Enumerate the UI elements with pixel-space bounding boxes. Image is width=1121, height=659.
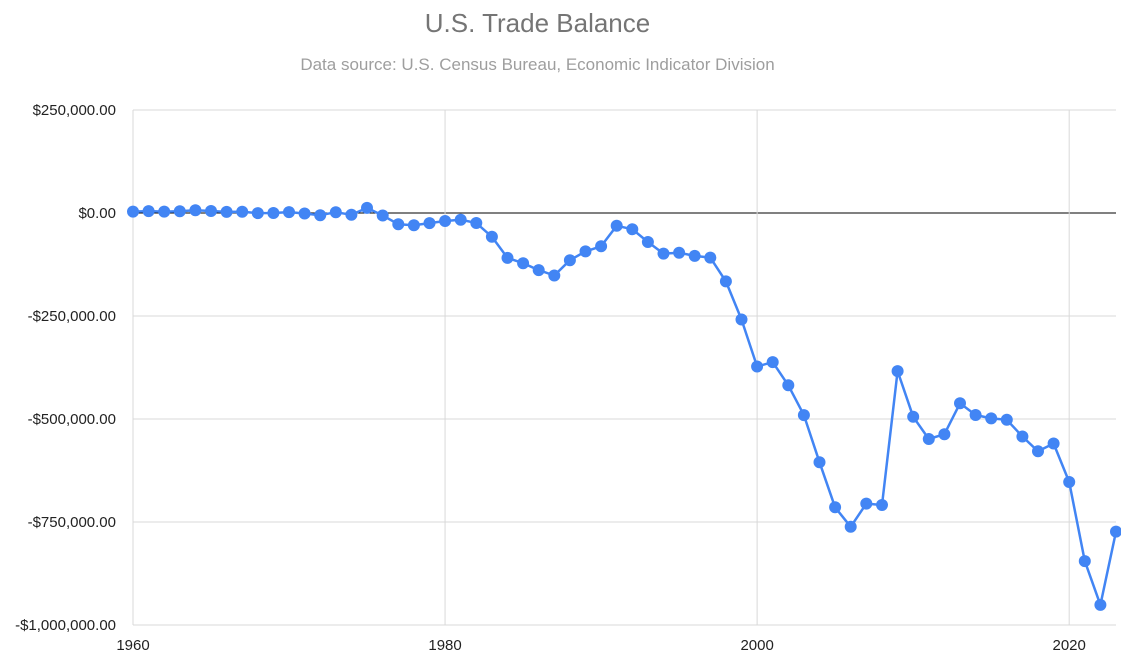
data-point-2021 [1078, 555, 1091, 568]
data-point-1989 [579, 245, 592, 258]
data-point-2010 [907, 410, 920, 423]
data-point-2003 [797, 409, 810, 422]
data-point-1996 [688, 249, 701, 262]
data-point-1971 [298, 207, 311, 220]
data-point-2015 [985, 412, 998, 425]
data-point-1982 [470, 217, 483, 229]
data-point-2012 [938, 428, 951, 441]
data-point-2022 [1094, 598, 1107, 611]
data-point-2009 [891, 365, 904, 378]
data-point-1986 [532, 264, 545, 277]
data-point-1998 [719, 275, 732, 288]
data-point-1985 [517, 257, 530, 270]
data-point-1977 [392, 218, 405, 231]
y-tick-label: -$750,000.00 [28, 514, 116, 531]
y-tick-label: -$500,000.00 [28, 411, 116, 428]
x-tick-label: 2000 [740, 637, 773, 654]
x-tick-label: 1960 [116, 637, 149, 654]
data-point-1979 [423, 217, 436, 230]
data-point-1963 [173, 205, 186, 218]
data-point-1983 [485, 230, 498, 243]
data-point-1970 [283, 206, 295, 219]
data-point-1993 [641, 236, 654, 248]
data-point-2018 [1032, 445, 1044, 458]
data-point-2005 [829, 501, 842, 514]
data-point-2007 [860, 497, 873, 510]
axis-tick-labels: $250,000.00 $0.00 -$250,000.00 -$500,000.00… [15, 102, 1086, 654]
data-point-1975 [361, 201, 373, 214]
data-point-2020 [1063, 476, 1076, 488]
data-point-1991 [610, 219, 623, 232]
data-point-2000 [751, 360, 764, 373]
data-point-1962 [158, 205, 171, 218]
gridlines [132, 109, 1116, 626]
data-point-1965 [205, 205, 217, 217]
x-tick-label: 1980 [428, 637, 461, 654]
data-point-1968 [251, 207, 264, 220]
data-point-2001 [766, 356, 779, 369]
data-point-2004 [813, 456, 826, 469]
data-point-1995 [673, 246, 686, 259]
series-line [132, 206, 1118, 607]
y-tick-label: $250,000.00 [33, 102, 116, 119]
data-point-2014 [969, 409, 982, 421]
data-point-1997 [704, 251, 717, 264]
y-tick-label: $0.00 [78, 205, 116, 222]
data-point-1981 [454, 213, 467, 226]
data-point-1972 [314, 209, 327, 222]
y-tick-label: -$1,000,000.00 [15, 617, 116, 634]
data-point-1987 [548, 269, 561, 282]
data-point-1990 [595, 240, 608, 253]
data-point-2023 [1110, 525, 1121, 538]
y-tick-label: -$250,000.00 [28, 308, 116, 325]
series-trade-balance [127, 201, 1121, 611]
data-point-1973 [329, 206, 342, 219]
data-point-2013 [954, 397, 966, 410]
data-point-1992 [626, 223, 639, 236]
data-point-2016 [1000, 413, 1013, 426]
data-point-2006 [844, 520, 857, 533]
data-point-1960 [127, 205, 139, 218]
data-point-2002 [782, 379, 795, 392]
chart-title: U.S. Trade Balance [424, 8, 651, 38]
data-point-1976 [376, 209, 389, 222]
x-tick-label: 2020 [1053, 637, 1086, 654]
data-point-1994 [657, 247, 670, 260]
data-point-1974 [345, 208, 358, 221]
data-point-1961 [142, 205, 155, 218]
data-point-2011 [922, 433, 935, 445]
data-point-1966 [220, 205, 233, 218]
data-point-1964 [189, 204, 202, 217]
data-point-2019 [1047, 437, 1060, 450]
data-point-1999 [735, 313, 748, 326]
data-point-1967 [236, 205, 249, 218]
data-point-1978 [407, 219, 420, 232]
data-point-1988 [563, 254, 576, 267]
data-point-2008 [876, 499, 888, 511]
chart-subtitle: Data source: U.S. Census Bureau, Economi… [300, 55, 775, 74]
data-point-1969 [267, 207, 280, 219]
data-point-1984 [501, 251, 514, 264]
data-point-2017 [1016, 430, 1029, 443]
data-point-1980 [439, 215, 452, 227]
